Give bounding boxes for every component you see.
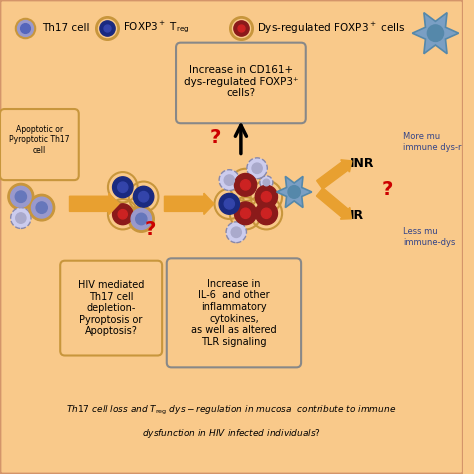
Circle shape [261, 208, 272, 219]
Circle shape [36, 202, 47, 213]
Text: IR: IR [350, 209, 364, 222]
Text: Dys-regulated FOXP3$^+$ cells: Dys-regulated FOXP3$^+$ cells [257, 21, 405, 36]
Text: HIV mediated
Th17 cell
depletion-
Pyroptosis or
Apoptosis?: HIV mediated Th17 cell depletion- Pyropt… [78, 280, 145, 336]
Circle shape [219, 170, 239, 191]
Text: Less mu
immune-dys: Less mu immune-dys [403, 228, 456, 246]
Circle shape [247, 158, 267, 179]
Circle shape [29, 194, 55, 221]
Text: ?: ? [381, 180, 392, 199]
Text: Apoptotic or
Pyroptotic Th17
cell: Apoptotic or Pyroptotic Th17 cell [9, 125, 70, 155]
Text: $\it{Th17}$ cell loss and $T_{\rm reg}$ $\it{dys-regulation\ in\ mucosa}$  contr: $\it{Th17}$ cell loss and $T_{\rm reg}$ … [66, 403, 397, 417]
Polygon shape [412, 13, 459, 54]
Polygon shape [276, 176, 312, 208]
Circle shape [112, 177, 133, 198]
Circle shape [240, 208, 251, 219]
Circle shape [255, 202, 277, 225]
Text: Increase in
IL-6  and other
inflammatory
cytokines,
as well as altered
TLR signa: Increase in IL-6 and other inflammatory … [191, 279, 277, 347]
Circle shape [226, 222, 246, 243]
Text: Th17 cell: Th17 cell [42, 23, 89, 34]
FancyArrow shape [164, 193, 214, 214]
Circle shape [219, 193, 239, 214]
Circle shape [31, 197, 52, 218]
Circle shape [224, 175, 235, 185]
Circle shape [260, 176, 273, 189]
FancyArrow shape [317, 160, 352, 189]
Circle shape [8, 183, 34, 210]
FancyBboxPatch shape [60, 261, 162, 356]
Text: ?: ? [145, 220, 156, 239]
FancyBboxPatch shape [0, 109, 79, 180]
Text: $\it{dysfunction\ in\ HIV\ infected\ individuals?}$: $\it{dysfunction\ in\ HIV\ infected\ ind… [142, 427, 321, 440]
FancyArrow shape [70, 193, 119, 214]
Circle shape [224, 199, 235, 209]
Circle shape [263, 179, 270, 186]
Circle shape [255, 185, 277, 208]
Circle shape [428, 25, 444, 41]
Text: ?: ? [210, 128, 221, 147]
Circle shape [136, 213, 147, 225]
Circle shape [118, 182, 128, 192]
FancyArrow shape [317, 188, 352, 219]
FancyBboxPatch shape [0, 0, 463, 474]
Circle shape [288, 186, 301, 198]
Circle shape [133, 186, 154, 207]
Text: INR: INR [350, 157, 374, 170]
Circle shape [128, 206, 154, 232]
Circle shape [10, 186, 31, 207]
Circle shape [235, 173, 256, 196]
Text: FOXP3$^+$ T$_{\rm reg}$: FOXP3$^+$ T$_{\rm reg}$ [123, 20, 189, 35]
Text: Increase in CD161+
dys-regulated FOXP3⁺
cells?: Increase in CD161+ dys-regulated FOXP3⁺ … [183, 65, 298, 98]
Circle shape [16, 213, 26, 223]
Circle shape [235, 202, 256, 225]
Circle shape [252, 163, 262, 173]
Circle shape [118, 210, 128, 219]
Circle shape [131, 209, 152, 229]
FancyBboxPatch shape [167, 258, 301, 367]
Circle shape [231, 227, 241, 237]
Text: More mu
immune dys-r: More mu immune dys-r [403, 133, 462, 152]
Circle shape [10, 208, 31, 228]
Circle shape [15, 191, 27, 202]
Circle shape [240, 180, 251, 190]
FancyBboxPatch shape [176, 43, 306, 123]
Circle shape [138, 191, 149, 202]
Circle shape [112, 204, 133, 225]
Circle shape [261, 191, 272, 202]
